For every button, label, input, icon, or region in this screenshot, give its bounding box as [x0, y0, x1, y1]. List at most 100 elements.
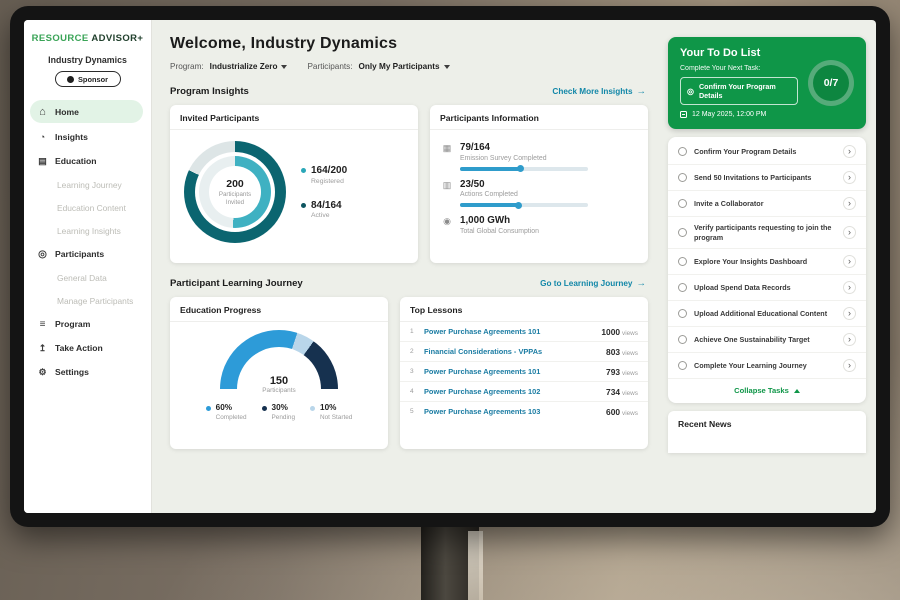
- nav-label: Manage Participants: [57, 295, 134, 306]
- chevron-right-icon[interactable]: [843, 307, 856, 321]
- org-name: Industry Dynamics: [48, 55, 127, 65]
- nav-label: Home: [55, 106, 79, 117]
- sidebar-item-learning-insights[interactable]: Learning Insights: [24, 219, 151, 242]
- sidebar-item-education-content[interactable]: Education Content: [24, 196, 151, 219]
- todo-panel: Your To Do List Complete Your Next Task:…: [658, 20, 876, 513]
- dashboard-screen: RESOURCE ADVISOR+ Industry Dynamics Spon…: [24, 20, 876, 513]
- collapse-tasks-button[interactable]: Collapse Tasks: [668, 379, 866, 403]
- todo-subtitle: Complete Your Next Task:: [680, 65, 761, 72]
- gauge-arc: [220, 330, 338, 394]
- education-progress-gauge-chart: 150 Participants: [220, 330, 338, 394]
- nav-label: Take Action: [55, 343, 103, 353]
- todo-task-item[interactable]: Achieve One Sustainability Target: [668, 327, 866, 354]
- participants-filter-dropdown[interactable]: Only My Participants: [359, 62, 450, 71]
- legend-item-not-started: 10% Not Started: [310, 403, 352, 421]
- chevron-right-icon[interactable]: [843, 333, 856, 347]
- task-checkbox[interactable]: [678, 283, 687, 293]
- todo-task-item[interactable]: Invite a Collaborator: [668, 191, 866, 217]
- task-checkbox[interactable]: [678, 199, 687, 208]
- sidebar-item-manage-participants[interactable]: Manage Participants: [24, 289, 151, 312]
- todo-task-item[interactable]: Confirm Your Program Details: [668, 139, 866, 165]
- gauge-center-label: 150 Participants: [220, 375, 338, 394]
- lesson-row: 4 Power Purchase Agreements 102 734 views: [400, 382, 648, 402]
- legend-item-pending: 30% Pending: [261, 403, 295, 421]
- task-checkbox[interactable]: [678, 228, 687, 238]
- sidebar-item-learning-journey[interactable]: Learning Journey: [24, 173, 151, 196]
- lesson-link[interactable]: Power Purchase Agreements 102: [424, 387, 541, 396]
- link-label: Go to Learning Journey: [540, 279, 633, 288]
- sidebar-item-home[interactable]: Home: [30, 100, 143, 123]
- todo-task-item[interactable]: Verify participants requesting to join t…: [668, 217, 866, 250]
- lesson-link[interactable]: Financial Considerations - VPPAs: [424, 347, 543, 356]
- lesson-views: 793 views: [606, 366, 638, 377]
- task-checkbox[interactable]: [678, 335, 687, 345]
- progress-bar-fill: [460, 201, 522, 209]
- lesson-views: 803 views: [606, 346, 638, 357]
- todo-next-task[interactable]: Confirm Your Program Details: [680, 77, 798, 105]
- lesson-row: 3 Power Purchase Agreements 101 793 views: [400, 362, 648, 382]
- lesson-link[interactable]: Power Purchase Agreements 101: [424, 327, 541, 336]
- lesson-views: 600 views: [606, 406, 638, 417]
- todo-progress-value: 0/7: [823, 77, 839, 89]
- page-title: Welcome, Industry Dynamics: [170, 35, 398, 52]
- program-filter-dropdown[interactable]: Industrialize Zero: [210, 62, 288, 71]
- todo-summary-card: Your To Do List Complete Your Next Task:…: [668, 37, 866, 129]
- todo-task-item[interactable]: Send 50 Invitations to Participants: [668, 165, 866, 191]
- todo-task-item[interactable]: Upload Spend Data Records: [668, 275, 866, 302]
- lesson-views: 734 views: [606, 386, 638, 397]
- chevron-down-icon: [443, 65, 450, 69]
- nav-label: Education: [55, 156, 97, 166]
- sidebar-item-settings[interactable]: Settings: [24, 360, 151, 384]
- chevron-up-icon: [793, 388, 800, 393]
- go-to-learning-journey-link[interactable]: Go to Learning Journey: [540, 278, 646, 289]
- chevron-right-icon[interactable]: [843, 145, 856, 158]
- legend-item-completed: 60% Completed: [205, 403, 247, 421]
- education-icon: [37, 156, 48, 167]
- sidebar-item-general-data[interactable]: General Data: [24, 266, 151, 289]
- learning-cards-row: Education Progress 150 Participants: [170, 297, 648, 449]
- learning-journey-header: Participant Learning Journey Go to Learn…: [170, 278, 648, 289]
- task-checkbox[interactable]: [678, 361, 687, 371]
- lesson-rank: 2: [410, 348, 414, 355]
- task-label: Explore Your Insights Dashboard: [694, 257, 808, 267]
- factory-icon: [442, 180, 452, 208]
- lesson-link[interactable]: Power Purchase Agreements 101: [424, 367, 541, 376]
- sidebar-item-take-action[interactable]: Take Action: [24, 336, 151, 360]
- lesson-link[interactable]: Power Purchase Agreements 103: [424, 407, 541, 416]
- lesson-row: 5 Power Purchase Agreements 103 600 views: [400, 402, 648, 421]
- sidebar-item-insights[interactable]: Insights: [24, 125, 151, 149]
- arrow-right-icon: [637, 86, 647, 97]
- chevron-right-icon[interactable]: [843, 226, 856, 240]
- sponsor-label: Sponsor: [78, 74, 108, 84]
- task-checkbox[interactable]: [678, 147, 687, 156]
- chevron-right-icon[interactable]: [843, 255, 856, 269]
- gauge-center-caption: Participants: [262, 387, 296, 394]
- participants-filter-value: Only My Participants: [358, 62, 440, 71]
- chevron-right-icon[interactable]: [843, 171, 856, 184]
- legend-value: 60%: [215, 403, 233, 412]
- nav-label: Program: [55, 319, 91, 329]
- legend-caption: Not Started: [320, 413, 353, 421]
- info-row-consumption: 1,000 GWh Total Global Consumption: [442, 215, 636, 235]
- participants-information-card: Participants Information 79/164 Emission…: [430, 105, 648, 263]
- legend-dot-icon: [301, 168, 306, 173]
- sidebar-item-program[interactable]: Program: [24, 312, 151, 336]
- task-checkbox[interactable]: [678, 173, 687, 182]
- background-light-strip: [468, 531, 483, 600]
- chevron-right-icon[interactable]: [843, 281, 856, 295]
- todo-task-item[interactable]: Upload Additional Educational Content: [668, 301, 866, 328]
- todo-task-item[interactable]: Explore Your Insights Dashboard: [668, 249, 866, 276]
- chevron-right-icon[interactable]: [843, 359, 856, 373]
- sidebar-item-education[interactable]: Education: [24, 149, 151, 173]
- sponsor-badge[interactable]: Sponsor: [54, 71, 121, 87]
- sidebar-item-participants[interactable]: Participants: [24, 242, 151, 266]
- chevron-right-icon[interactable]: [843, 197, 856, 210]
- todo-task-item[interactable]: Complete Your Learning Journey: [668, 353, 866, 380]
- info-row-actions: 23/50 Actions Completed: [442, 179, 636, 209]
- info-caption: Actions Completed: [460, 191, 518, 198]
- check-more-insights-link[interactable]: Check More Insights: [552, 86, 646, 97]
- settings-icon: [37, 367, 48, 378]
- task-checkbox[interactable]: [678, 257, 687, 267]
- task-checkbox[interactable]: [678, 309, 687, 319]
